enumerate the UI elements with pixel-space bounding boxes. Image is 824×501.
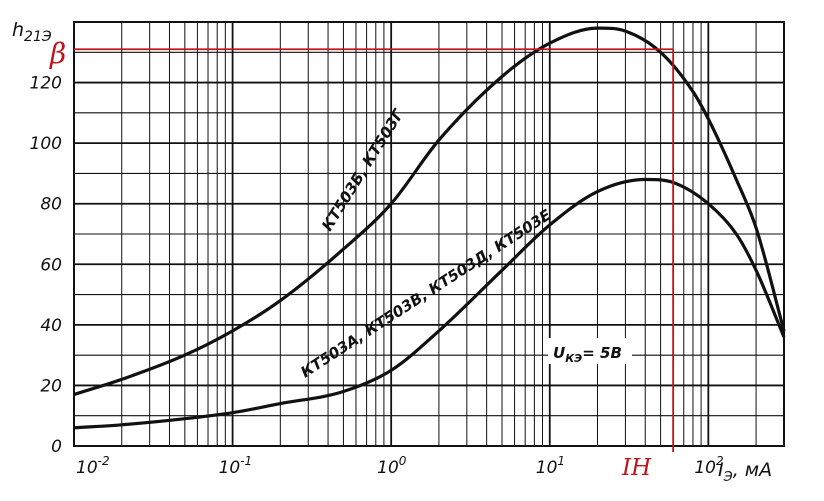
y-tick-label: 120 (30, 74, 62, 94)
y-tick-label: 80 (40, 195, 62, 215)
x-tick-label: 100 (377, 454, 407, 478)
y-tick-label: 40 (40, 316, 62, 336)
y-tick-labels: 0 20 40 60 80 100 120 (30, 74, 62, 457)
x-tick-label: 10-1 (219, 454, 253, 478)
x-tick-label: 10-2 (76, 454, 110, 478)
markers (74, 48, 675, 452)
y-axis-label: h21Э (12, 19, 52, 45)
series-0-line (73, 26, 786, 397)
y-tick-label: 100 (30, 134, 62, 154)
beta-label: β (49, 37, 66, 70)
series-1-line (73, 177, 786, 430)
series-label-upper: КТ503Б, КТ503Г (318, 105, 408, 234)
svg-text:UКЭ= 5В: UКЭ= 5В (553, 344, 622, 365)
minor-grid (74, 22, 785, 446)
condition-annotation: UКЭ= 5В (548, 338, 632, 365)
x-axis-label: IЭ, мА (718, 459, 772, 485)
x-tick-label: 102 (694, 454, 723, 478)
x-tick-labels: 10-2 10-1 100 101 102 (76, 454, 724, 478)
y-tick-label: 20 (40, 376, 62, 396)
plot-frame (73, 21, 785, 447)
y-tick-label: 0 (51, 437, 62, 457)
x-tick-label: 101 (536, 454, 565, 478)
major-grid (73, 21, 785, 447)
in-label: IН (621, 455, 652, 481)
y-tick-label: 60 (40, 255, 62, 275)
curves (73, 26, 786, 430)
